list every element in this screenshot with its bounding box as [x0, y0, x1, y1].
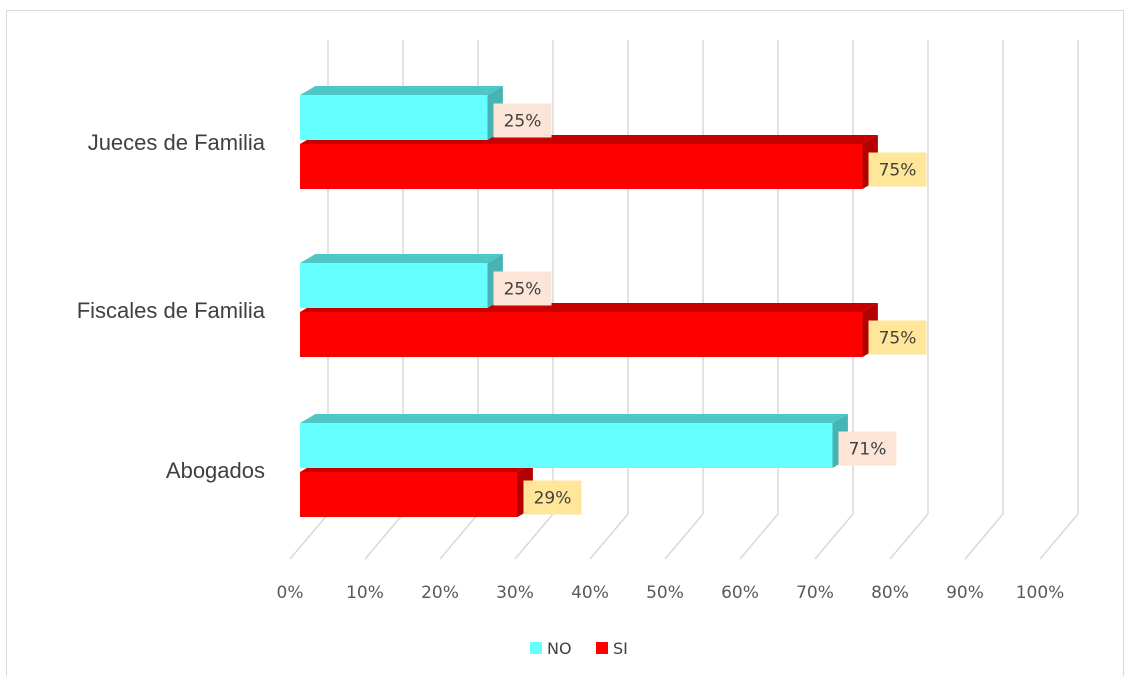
data-label-si-bg: [868, 152, 927, 187]
gridline-floor: [439, 513, 479, 560]
bar-si-front: [300, 472, 518, 517]
data-label-si: 29%: [534, 489, 572, 509]
category-label: Abogados: [166, 458, 265, 483]
bar-no: [300, 86, 503, 140]
gridline-floor: [664, 513, 704, 560]
bar-no-front: [300, 95, 488, 140]
data-label-si-bg: [523, 480, 582, 515]
bars: [300, 86, 878, 517]
bar-no-front: [300, 423, 833, 468]
gridline-floor: [814, 513, 854, 560]
bar-si: [300, 135, 878, 189]
x-tick-label: 80%: [871, 583, 909, 603]
gridline-floor: [364, 513, 404, 560]
data-label-no: 71%: [849, 440, 887, 460]
data-label-si-bg: [868, 320, 927, 355]
data-label-no: 25%: [504, 280, 542, 300]
category-label: Jueces de Familia: [88, 130, 266, 155]
legend-label-no: NO: [547, 639, 572, 658]
gridline-floor: [964, 513, 1004, 560]
x-axis-tick-labels: 0% 10% 20% 30% 40% 50% 60% 70% 80% 90% 100%: [277, 583, 1065, 603]
x-tick-label: 90%: [946, 583, 984, 603]
data-label-si: 75%: [879, 329, 917, 349]
data-label-no-bg: [493, 271, 552, 306]
x-tick-label: 50%: [646, 583, 684, 603]
x-tick-label: 70%: [796, 583, 834, 603]
category-label: Fiscales de Familia: [77, 298, 266, 323]
bar-si: [300, 303, 878, 357]
x-tick-label: 100%: [1016, 583, 1065, 603]
gridline-floor: [739, 513, 779, 560]
gridline-floor: [589, 513, 629, 560]
x-tick-label: 60%: [721, 583, 759, 603]
data-label-no: 25%: [504, 112, 542, 132]
bar-si-front: [300, 144, 863, 189]
bar-si-front: [300, 312, 863, 357]
x-tick-label: 20%: [421, 583, 459, 603]
x-tick-label: 10%: [346, 583, 384, 603]
legend-swatch-no: [530, 642, 542, 654]
data-label-si: 75%: [879, 161, 917, 181]
bar-si: [300, 463, 533, 517]
bar-no-front: [300, 263, 488, 308]
category-labels: Abogados Fiscales de Familia Jueces de Fam…: [77, 130, 266, 483]
legend-label-si: SI: [613, 639, 628, 658]
bar-no-top: [300, 86, 503, 95]
bar-no-top: [300, 414, 848, 423]
gridline-floor: [889, 513, 929, 560]
gridline-floor: [1039, 513, 1079, 560]
bar-no: [300, 414, 848, 468]
bar-no-top: [300, 254, 503, 263]
data-labels: 71% 29% 25% 75% 25% 75%: [493, 103, 927, 515]
gridline-floor: [514, 513, 554, 560]
x-tick-label: 0%: [277, 583, 304, 603]
gridline-floor: [289, 513, 329, 560]
x-tick-label: 30%: [496, 583, 534, 603]
legend: NO SI: [530, 639, 628, 658]
data-label-no-bg: [493, 103, 552, 138]
legend-swatch-si: [596, 642, 608, 654]
data-label-no-bg: [838, 431, 897, 466]
bar-no: [300, 254, 503, 308]
x-tick-label: 40%: [571, 583, 609, 603]
